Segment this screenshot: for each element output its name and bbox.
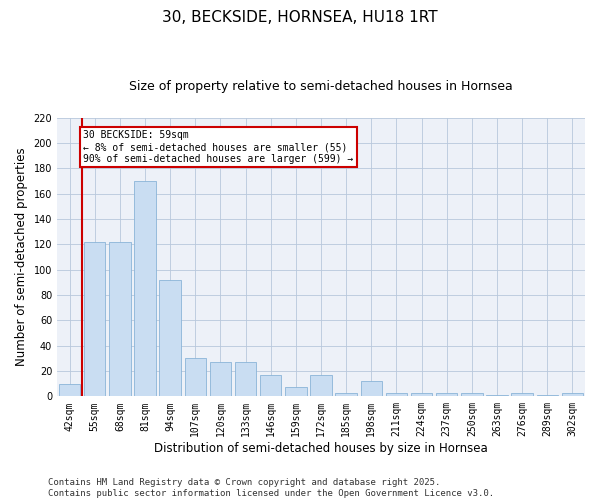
Bar <box>461 392 482 396</box>
Text: Contains HM Land Registry data © Crown copyright and database right 2025.
Contai: Contains HM Land Registry data © Crown c… <box>48 478 494 498</box>
Bar <box>109 242 131 396</box>
Bar <box>386 392 407 396</box>
Bar <box>285 388 307 396</box>
Y-axis label: Number of semi-detached properties: Number of semi-detached properties <box>15 148 28 366</box>
Bar <box>411 392 432 396</box>
Bar <box>335 392 357 396</box>
Bar <box>210 362 231 396</box>
Title: Size of property relative to semi-detached houses in Hornsea: Size of property relative to semi-detach… <box>129 80 513 93</box>
Text: 30 BECKSIDE: 59sqm
← 8% of semi-detached houses are smaller (55)
90% of semi-det: 30 BECKSIDE: 59sqm ← 8% of semi-detached… <box>83 130 353 164</box>
Bar <box>310 375 332 396</box>
Bar <box>134 181 156 396</box>
Bar <box>436 392 457 396</box>
Bar <box>260 375 281 396</box>
Bar <box>235 362 256 396</box>
Bar <box>511 392 533 396</box>
Bar <box>562 392 583 396</box>
Text: 30, BECKSIDE, HORNSEA, HU18 1RT: 30, BECKSIDE, HORNSEA, HU18 1RT <box>162 10 438 25</box>
Bar <box>536 395 558 396</box>
Bar <box>487 395 508 396</box>
Bar <box>84 242 106 396</box>
Bar <box>59 384 80 396</box>
Bar <box>185 358 206 397</box>
Bar <box>160 280 181 396</box>
Bar <box>361 381 382 396</box>
X-axis label: Distribution of semi-detached houses by size in Hornsea: Distribution of semi-detached houses by … <box>154 442 488 455</box>
